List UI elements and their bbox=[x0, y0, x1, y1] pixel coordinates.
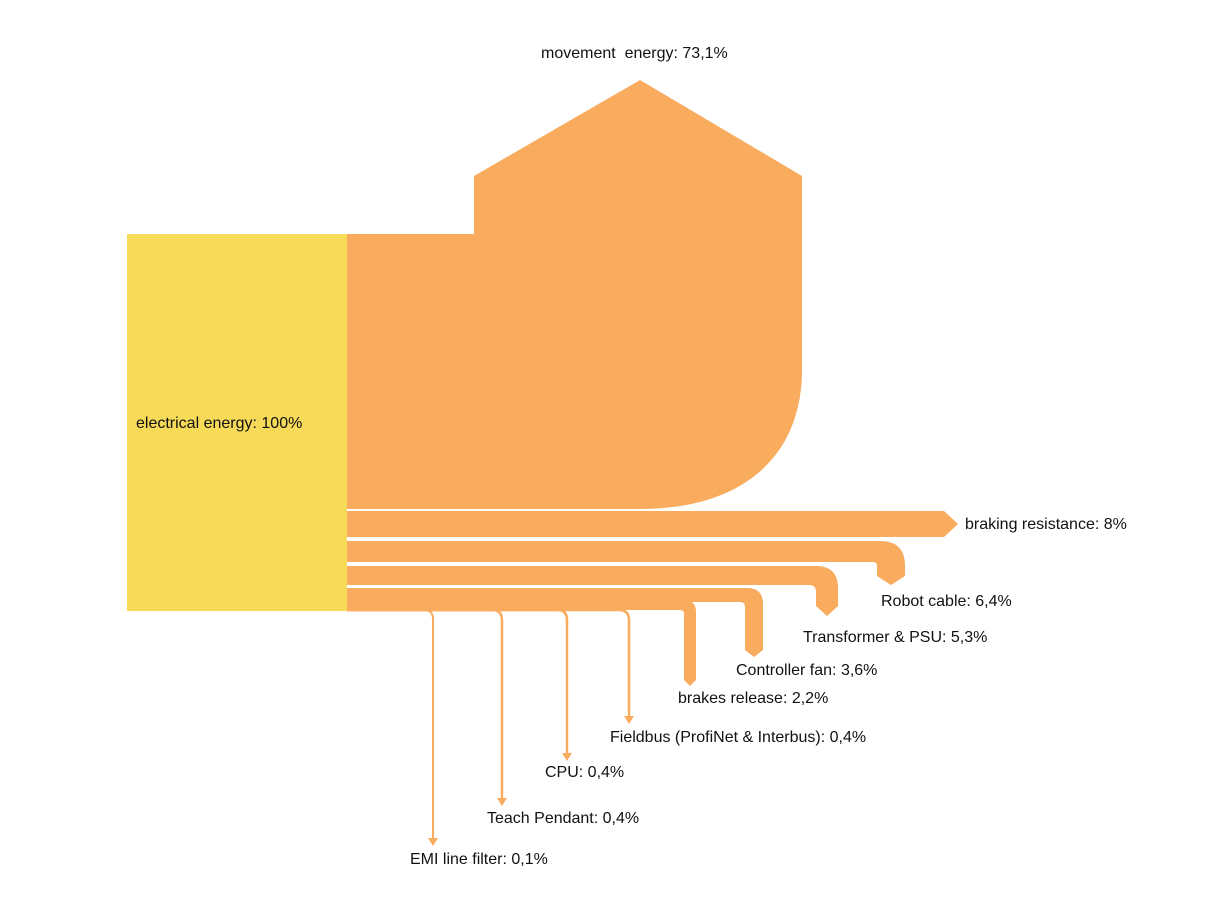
flow-teach-pendant bbox=[347, 608, 504, 800]
flow-brakes-release bbox=[347, 600, 696, 686]
flow-controller-fan bbox=[347, 588, 763, 657]
label-brakes-release: brakes release: 2,2% bbox=[678, 690, 828, 707]
label-teach-pendant: Teach Pendant: 0,4% bbox=[487, 810, 639, 827]
label-emi-filter: EMI line filter: 0,1% bbox=[410, 851, 548, 868]
flow-emi-filter bbox=[347, 609, 434, 840]
label-braking: braking resistance: 8% bbox=[965, 516, 1127, 533]
label-controller-fan: Controller fan: 3,6% bbox=[736, 662, 877, 679]
flow-emi-filter-arrow bbox=[428, 838, 438, 846]
label-robot-cable: Robot cable: 6,4% bbox=[881, 593, 1012, 610]
source-node bbox=[127, 234, 347, 611]
flow-fieldbus bbox=[347, 608, 631, 718]
flow-cpu bbox=[347, 608, 569, 755]
flow-movement bbox=[347, 80, 802, 509]
flow-transformer bbox=[347, 566, 838, 616]
label-fieldbus: Fieldbus (ProfiNet & Interbus): 0,4% bbox=[610, 729, 866, 746]
flow-fieldbus-arrow bbox=[624, 716, 634, 724]
label-transformer: Transformer & PSU: 5,3% bbox=[803, 629, 987, 646]
label-source: electrical energy: 100% bbox=[136, 415, 302, 432]
label-movement: movement energy: 73,1% bbox=[541, 45, 728, 62]
flow-robot-cable bbox=[347, 541, 905, 585]
flow-braking bbox=[347, 511, 958, 537]
flow-teach-pendant-arrow bbox=[497, 798, 507, 806]
flow-cpu-arrow bbox=[562, 753, 572, 761]
label-cpu: CPU: 0,4% bbox=[545, 764, 624, 781]
